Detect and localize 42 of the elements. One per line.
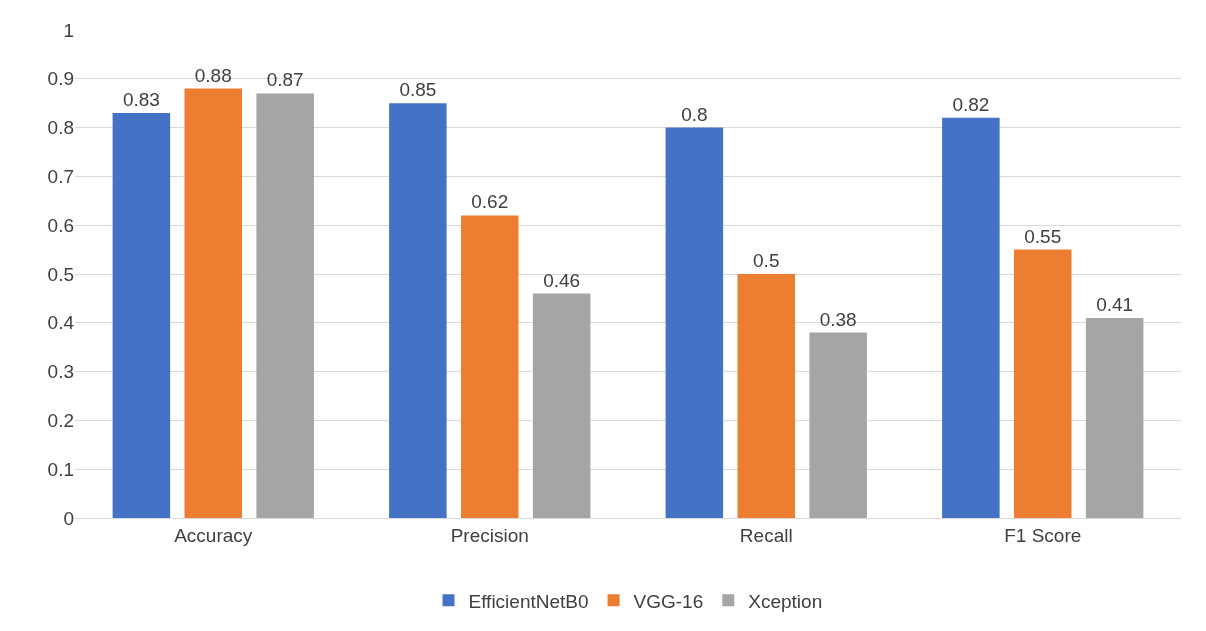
bar bbox=[665, 127, 724, 518]
data-label: 0.85 bbox=[399, 79, 437, 101]
bar bbox=[1013, 249, 1072, 518]
bar bbox=[809, 332, 867, 518]
data-label: 0.38 bbox=[819, 308, 857, 330]
data-label: 0.46 bbox=[543, 269, 581, 291]
legend-label: Xception bbox=[748, 590, 823, 612]
bar bbox=[184, 88, 243, 518]
data-label: 0.8 bbox=[681, 103, 708, 125]
data-label: 0.41 bbox=[1096, 293, 1134, 315]
bar bbox=[112, 112, 171, 518]
bar bbox=[532, 293, 591, 518]
data-label: 0.88 bbox=[194, 64, 232, 86]
data-label: 0.62 bbox=[471, 191, 509, 213]
y-tick-label: 0 bbox=[63, 507, 74, 529]
data-label: 0.83 bbox=[122, 88, 160, 110]
y-tick-label: 0.6 bbox=[47, 214, 74, 236]
x-tick-label: Precision bbox=[450, 524, 529, 546]
legend-label: EfficientNetB0 bbox=[468, 590, 589, 612]
y-tick-label: 0.2 bbox=[47, 410, 74, 432]
y-tick-label: 0.1 bbox=[47, 458, 74, 480]
bar bbox=[256, 93, 314, 518]
x-tick-label: Accuracy bbox=[174, 524, 253, 546]
x-tick-label: Recall bbox=[739, 524, 793, 546]
bar bbox=[737, 274, 796, 518]
bar bbox=[460, 215, 519, 518]
data-label: 0.82 bbox=[952, 93, 990, 115]
y-tick-label: 0.8 bbox=[47, 117, 74, 139]
data-label: 0.87 bbox=[266, 69, 304, 91]
data-label: 0.55 bbox=[1024, 225, 1062, 247]
y-tick-label: 0.3 bbox=[47, 361, 74, 383]
data-label: 0.5 bbox=[753, 250, 780, 271]
y-tick-label: 0.7 bbox=[47, 166, 74, 188]
bar bbox=[389, 103, 447, 518]
legend-label: VGG-16 bbox=[633, 590, 704, 612]
y-tick-label: 0.4 bbox=[47, 312, 75, 334]
y-tick-label: 0.5 bbox=[47, 263, 74, 285]
x-tick-label: F1 Score bbox=[1004, 524, 1082, 546]
bar bbox=[1085, 317, 1144, 518]
y-tick-label: 0.9 bbox=[47, 68, 74, 90]
y-tick-label: 1 bbox=[63, 19, 74, 41]
bar bbox=[942, 117, 1000, 518]
